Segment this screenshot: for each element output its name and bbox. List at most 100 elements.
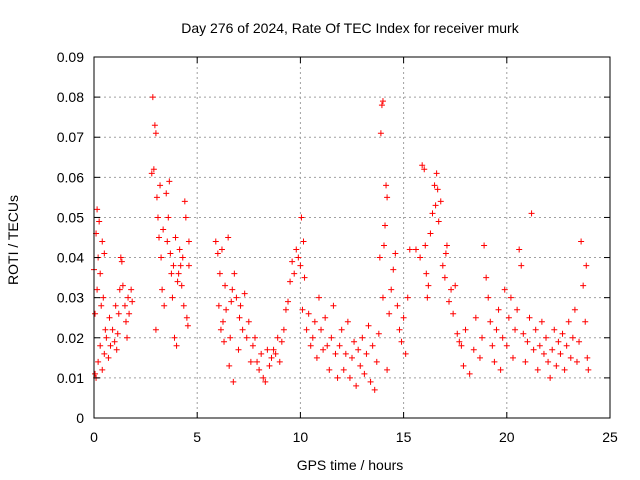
data-point bbox=[185, 238, 192, 245]
data-point bbox=[499, 334, 506, 341]
data-point bbox=[94, 206, 101, 213]
data-point bbox=[112, 302, 119, 309]
data-point bbox=[298, 214, 305, 221]
data-point bbox=[268, 354, 275, 361]
data-point bbox=[353, 382, 360, 389]
data-point bbox=[158, 254, 165, 261]
x-tick-label: 15 bbox=[396, 429, 412, 445]
data-point bbox=[168, 270, 175, 277]
data-point bbox=[476, 354, 483, 361]
y-axis-label: ROTI / TECUs bbox=[5, 195, 21, 285]
data-point bbox=[454, 330, 461, 337]
data-point bbox=[423, 270, 430, 277]
data-point bbox=[441, 274, 448, 281]
data-point bbox=[379, 294, 386, 301]
data-point bbox=[571, 306, 578, 313]
data-point bbox=[167, 250, 174, 257]
data-point bbox=[497, 366, 504, 373]
data-point bbox=[512, 326, 519, 333]
data-point bbox=[229, 286, 236, 293]
data-point bbox=[309, 334, 316, 341]
data-point bbox=[425, 282, 432, 289]
data-point bbox=[472, 314, 479, 321]
data-point bbox=[258, 350, 265, 357]
data-point bbox=[98, 302, 105, 309]
data-point bbox=[305, 310, 312, 317]
data-point bbox=[443, 242, 450, 249]
data-point bbox=[367, 378, 374, 385]
data-point bbox=[561, 366, 568, 373]
data-point bbox=[384, 366, 391, 373]
data-point bbox=[518, 262, 525, 269]
data-point bbox=[534, 366, 541, 373]
data-point bbox=[101, 350, 108, 357]
data-point bbox=[540, 350, 547, 357]
data-point bbox=[226, 362, 233, 369]
data-point bbox=[270, 346, 277, 353]
data-point bbox=[223, 306, 230, 313]
data-point bbox=[437, 198, 444, 205]
data-point bbox=[174, 278, 181, 285]
data-point bbox=[149, 94, 156, 101]
data-point bbox=[382, 222, 389, 229]
data-point bbox=[179, 254, 186, 261]
data-point bbox=[375, 330, 382, 337]
y-tick-label: 0.04 bbox=[57, 250, 84, 266]
data-point bbox=[163, 190, 170, 197]
data-point bbox=[264, 346, 271, 353]
x-tick-label: 25 bbox=[602, 429, 618, 445]
data-point bbox=[233, 294, 240, 301]
data-point bbox=[392, 250, 399, 257]
data-point bbox=[176, 246, 183, 253]
y-tick-label: 0.03 bbox=[57, 290, 84, 306]
data-point bbox=[164, 238, 171, 245]
data-point bbox=[357, 362, 364, 369]
data-point bbox=[373, 358, 380, 365]
y-tick-label: 0.05 bbox=[57, 209, 84, 225]
data-point bbox=[218, 246, 225, 253]
data-point bbox=[318, 326, 325, 333]
y-tick-label: 0.02 bbox=[57, 330, 84, 346]
data-point bbox=[97, 270, 104, 277]
y-tick-label: 0.01 bbox=[57, 370, 84, 386]
data-point bbox=[185, 262, 192, 269]
data-point bbox=[293, 246, 300, 253]
data-point bbox=[106, 314, 113, 321]
data-point bbox=[378, 102, 385, 109]
data-point bbox=[173, 342, 180, 349]
data-point bbox=[434, 186, 441, 193]
data-point bbox=[256, 366, 263, 373]
data-point bbox=[365, 322, 372, 329]
data-point bbox=[262, 378, 269, 385]
data-point bbox=[241, 290, 248, 297]
data-point bbox=[236, 314, 243, 321]
data-point bbox=[394, 302, 401, 309]
data-point bbox=[346, 374, 353, 381]
y-tick-label: 0.06 bbox=[57, 169, 84, 185]
data-point bbox=[153, 194, 160, 201]
data-point bbox=[170, 262, 177, 269]
data-point bbox=[311, 318, 318, 325]
data-point bbox=[462, 326, 469, 333]
data-point bbox=[111, 338, 118, 345]
data-point bbox=[456, 338, 463, 345]
data-point bbox=[214, 250, 221, 257]
data-point bbox=[182, 214, 189, 221]
data-point bbox=[96, 218, 103, 225]
data-point bbox=[351, 338, 358, 345]
data-point bbox=[124, 334, 131, 341]
data-point bbox=[470, 346, 477, 353]
data-point bbox=[184, 322, 191, 329]
data-point bbox=[427, 230, 434, 237]
y-tick-label: 0 bbox=[76, 410, 84, 426]
data-point bbox=[172, 234, 179, 241]
data-point bbox=[154, 214, 161, 221]
data-point bbox=[495, 306, 502, 313]
data-point bbox=[237, 302, 244, 309]
x-tick-label: 20 bbox=[499, 429, 515, 445]
data-point bbox=[280, 326, 287, 333]
data-point bbox=[150, 166, 157, 173]
data-point bbox=[419, 162, 426, 169]
data-point bbox=[180, 302, 187, 309]
data-point bbox=[376, 254, 383, 261]
